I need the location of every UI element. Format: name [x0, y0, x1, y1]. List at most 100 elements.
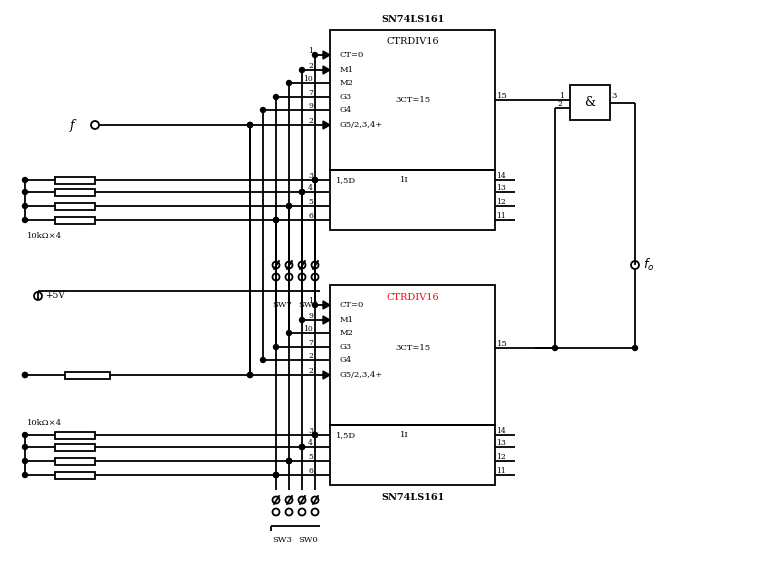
Circle shape: [553, 346, 557, 350]
Text: 12: 12: [496, 453, 506, 461]
Text: 9: 9: [308, 312, 313, 320]
Bar: [570, 85, 610, 120]
Polygon shape: [323, 371, 330, 379]
Text: 7: 7: [308, 89, 313, 97]
Circle shape: [248, 122, 253, 128]
Text: 14: 14: [496, 172, 506, 180]
Circle shape: [273, 95, 279, 100]
Text: 13: 13: [496, 184, 506, 192]
Text: G5/2,3,4+: G5/2,3,4+: [340, 121, 383, 129]
Text: SW7: SW7: [273, 301, 292, 309]
Text: 13: 13: [496, 439, 506, 447]
Circle shape: [23, 372, 27, 378]
Circle shape: [23, 204, 27, 208]
Text: 2: 2: [308, 352, 313, 360]
Polygon shape: [323, 316, 330, 324]
Text: 1: 1: [559, 92, 564, 100]
Text: 11: 11: [496, 212, 506, 220]
Circle shape: [300, 317, 304, 322]
Text: 10: 10: [304, 75, 313, 83]
Circle shape: [286, 204, 291, 208]
Circle shape: [273, 345, 279, 350]
Circle shape: [273, 473, 279, 477]
Text: 2: 2: [557, 100, 562, 108]
Text: G4: G4: [340, 106, 352, 114]
Text: 3CT=15: 3CT=15: [395, 344, 430, 352]
Circle shape: [300, 444, 304, 450]
Text: 4: 4: [308, 439, 313, 447]
Text: 5: 5: [308, 453, 313, 461]
Circle shape: [260, 357, 266, 362]
Circle shape: [300, 67, 304, 72]
Bar: [65, 372, 110, 379]
Circle shape: [286, 459, 291, 463]
Bar: [55, 458, 95, 465]
Text: 1: 1: [308, 47, 313, 55]
Circle shape: [248, 122, 253, 128]
Text: M2: M2: [340, 79, 354, 87]
Circle shape: [273, 218, 279, 223]
Polygon shape: [323, 51, 330, 59]
Circle shape: [300, 444, 304, 450]
Text: +5V: +5V: [45, 292, 65, 300]
Circle shape: [633, 346, 637, 350]
Bar: [55, 444, 95, 451]
Text: $f_o$: $f_o$: [643, 257, 654, 273]
Text: G5/2,3,4+: G5/2,3,4+: [340, 371, 383, 379]
Bar: [330, 170, 495, 230]
Circle shape: [23, 177, 27, 183]
Text: 2: 2: [308, 62, 313, 70]
Text: 15: 15: [497, 340, 508, 348]
Text: SW0: SW0: [298, 536, 319, 544]
Circle shape: [286, 459, 291, 463]
Text: M2: M2: [340, 329, 354, 337]
Text: 3CT=15: 3CT=15: [395, 96, 430, 104]
Circle shape: [313, 53, 317, 57]
Circle shape: [273, 473, 279, 477]
Circle shape: [23, 433, 27, 437]
Text: 3: 3: [308, 427, 313, 435]
Text: 10kΩ×4: 10kΩ×4: [27, 232, 62, 240]
Text: 1,5D: 1,5D: [336, 176, 356, 184]
Bar: [55, 176, 95, 183]
Circle shape: [23, 372, 27, 378]
Text: CTRDIV16: CTRDIV16: [386, 38, 439, 46]
Circle shape: [300, 444, 304, 450]
Circle shape: [23, 459, 27, 463]
Text: 7: 7: [308, 339, 313, 347]
Circle shape: [23, 190, 27, 194]
Circle shape: [23, 444, 27, 450]
Circle shape: [286, 331, 291, 335]
Text: G3: G3: [340, 343, 352, 351]
Text: G4: G4: [340, 356, 352, 364]
Bar: [55, 216, 95, 223]
Circle shape: [273, 218, 279, 223]
Text: 10: 10: [304, 325, 313, 333]
Text: 1: 1: [308, 297, 313, 305]
Polygon shape: [323, 66, 330, 74]
Circle shape: [313, 177, 317, 183]
Circle shape: [286, 204, 291, 208]
Text: 6: 6: [308, 467, 313, 475]
Bar: [330, 425, 495, 485]
Text: CTRDIV16: CTRDIV16: [386, 292, 439, 302]
Text: SN74LS161: SN74LS161: [381, 16, 444, 24]
Circle shape: [273, 473, 279, 477]
Bar: [330, 285, 495, 425]
Circle shape: [248, 372, 253, 378]
Circle shape: [260, 107, 266, 113]
Text: 5: 5: [308, 198, 313, 206]
Text: CT=0: CT=0: [340, 51, 364, 59]
Text: M1: M1: [340, 316, 354, 324]
Bar: [55, 202, 95, 209]
Circle shape: [286, 459, 291, 463]
Text: 11: 11: [496, 467, 506, 475]
Text: 14: 14: [496, 427, 506, 435]
Circle shape: [313, 433, 317, 437]
Circle shape: [286, 81, 291, 85]
Bar: [55, 432, 95, 438]
Circle shape: [300, 190, 304, 194]
Bar: [55, 188, 95, 195]
Text: G3: G3: [340, 93, 352, 101]
Text: f: f: [70, 118, 75, 132]
